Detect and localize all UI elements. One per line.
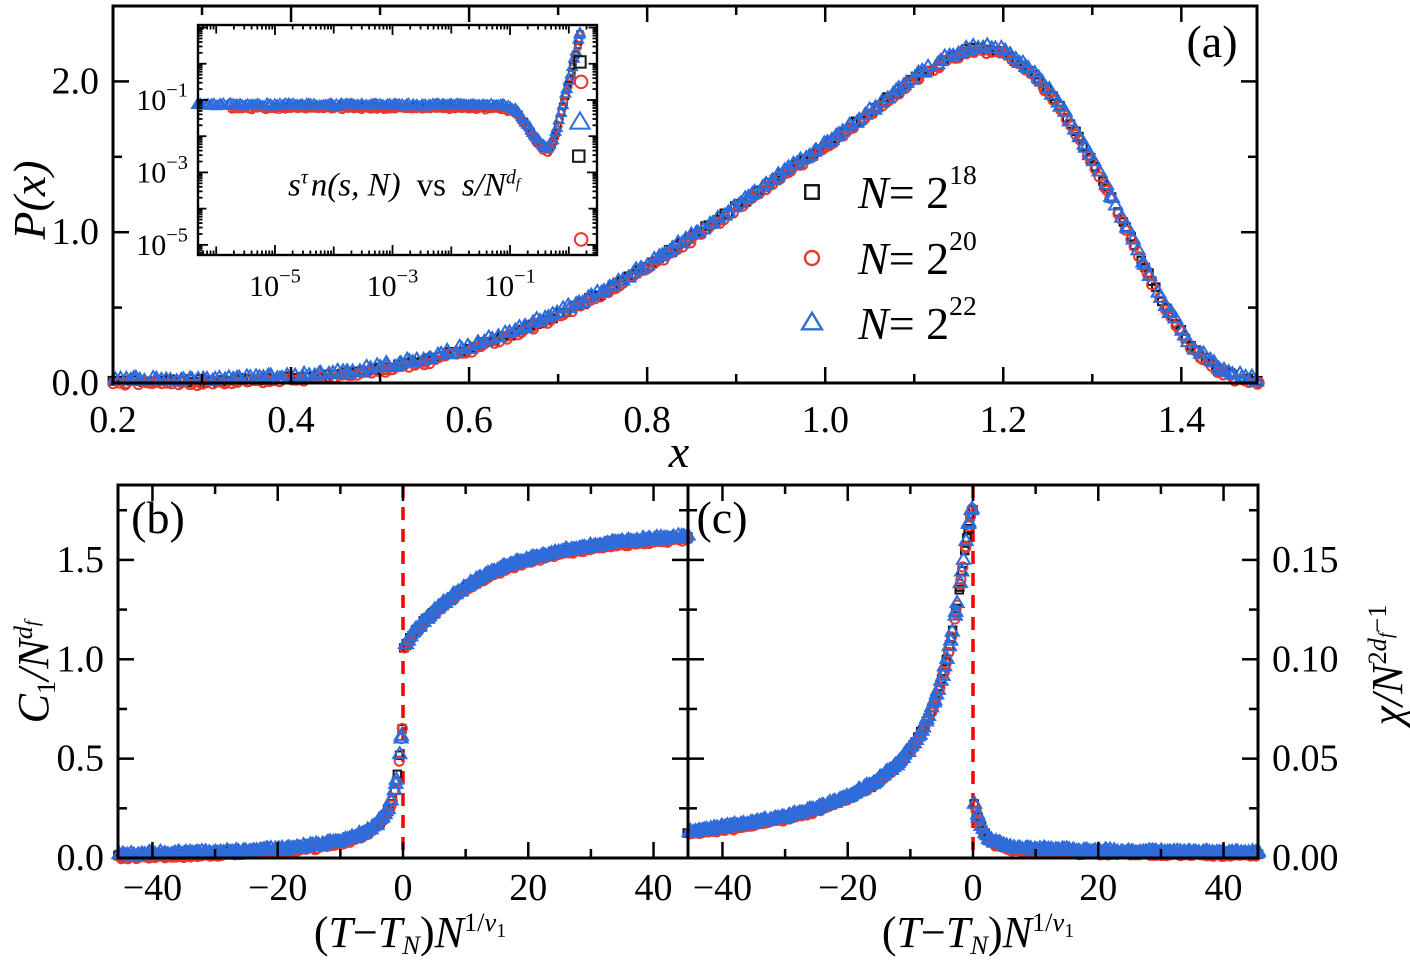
c-xlabel-minus: − xyxy=(921,908,946,957)
svg-text:1.0: 1.0 xyxy=(57,638,105,680)
legend-n18-N: N xyxy=(858,166,889,218)
b-xlabel-close: ) xyxy=(419,908,435,957)
b-xlabel-sub1: 1 xyxy=(496,920,507,943)
panel-a-letter: (a) xyxy=(1186,16,1238,67)
b-xlabel-minus: − xyxy=(353,908,378,957)
legend-item-n18: N = 2 18 xyxy=(858,158,977,224)
c-ylabel-d: d xyxy=(1361,638,1392,652)
c-xlabel-sub1: 1 xyxy=(1064,920,1075,943)
legend-n20-exp: 20 xyxy=(949,224,977,256)
c-ylabel-two: 2 xyxy=(1361,651,1392,665)
svg-text:−40: −40 xyxy=(693,867,752,909)
c-xlabel-subN: N xyxy=(970,930,988,961)
b-ylabel-C: C xyxy=(9,694,58,724)
inset-tau: τ xyxy=(300,166,308,189)
svg-text:40: 40 xyxy=(1205,867,1243,909)
c-xlabel-open: ( xyxy=(881,908,897,957)
b-ylabel-slashN: /N xyxy=(9,639,58,681)
svg-text:0.2: 0.2 xyxy=(89,399,137,441)
svg-text:1.2: 1.2 xyxy=(980,399,1028,441)
svg-text:0.00: 0.00 xyxy=(1272,837,1339,879)
svg-text:0.0: 0.0 xyxy=(57,837,105,879)
svg-text:2.0: 2.0 xyxy=(52,60,100,102)
legend-n18-exp: 18 xyxy=(949,158,977,190)
c-xlabel-T: T xyxy=(896,908,922,957)
c-ylabel-chi: χ xyxy=(1363,706,1410,726)
svg-text:10−3: 10−3 xyxy=(367,266,419,304)
c-xlabel-expnum: 1/ xyxy=(1031,906,1053,937)
c-ylabel-f: f xyxy=(1375,632,1398,639)
legend-n22-eq: = 2 xyxy=(888,297,950,349)
svg-text:0.8: 0.8 xyxy=(623,399,671,441)
svg-text:0: 0 xyxy=(964,867,983,909)
c-xlabel-N: N xyxy=(1002,908,1032,957)
svg-text:40: 40 xyxy=(635,867,673,909)
svg-text:0.6: 0.6 xyxy=(445,399,493,441)
b-xlabel-T: T xyxy=(328,908,354,957)
b-xlabel-N: N xyxy=(434,908,464,957)
panel-c-yaxis-label: χ/N2df−1 xyxy=(1362,605,1410,726)
svg-text:10−1: 10−1 xyxy=(484,266,536,304)
svg-text:0.4: 0.4 xyxy=(267,399,315,441)
inset-df-d: d xyxy=(505,166,516,189)
svg-text:0.05: 0.05 xyxy=(1272,738,1339,780)
svg-text:−20: −20 xyxy=(248,867,307,909)
c-ylabel-slashN: /N xyxy=(1363,664,1410,707)
legend-n20-N: N xyxy=(858,232,889,284)
b-xlabel-Tcal: T xyxy=(377,908,403,957)
svg-text:10−5: 10−5 xyxy=(249,266,301,304)
b-xlabel-open: ( xyxy=(313,908,329,957)
panel-b-yaxis-label: C1/Ndf xyxy=(8,620,62,724)
c-xlabel-close: ) xyxy=(987,908,1003,957)
legend-item-n22: N = 2 22 xyxy=(858,289,977,355)
svg-text:20: 20 xyxy=(509,867,547,909)
svg-text:−20: −20 xyxy=(818,867,877,909)
legend-n22-exp: 22 xyxy=(949,289,977,321)
c-ylabel-minus1: −1 xyxy=(1361,604,1392,633)
inset-s: s xyxy=(288,167,301,204)
svg-text:0.15: 0.15 xyxy=(1272,539,1339,581)
legend-item-n20: N = 2 20 xyxy=(858,224,977,290)
b-xlabel-expnum: 1/ xyxy=(463,906,485,937)
svg-text:1.0: 1.0 xyxy=(52,211,100,253)
legend-n20-eq: = 2 xyxy=(888,232,950,284)
b-ylabel-f: f xyxy=(21,620,44,627)
legend-n22-N: N xyxy=(858,297,889,349)
panel-b-letter: (b) xyxy=(131,492,185,543)
legend-n18-eq: = 2 xyxy=(888,166,950,218)
svg-text:1.0: 1.0 xyxy=(801,399,849,441)
svg-text:10−3: 10−3 xyxy=(136,152,188,190)
panel-a-yaxis-label: P(x) xyxy=(4,160,55,240)
panel-c-xaxis-label: (T−TN)N1/ν1 xyxy=(881,908,1075,958)
svg-text:−40: −40 xyxy=(123,867,182,909)
c-xlabel-Tcal: T xyxy=(945,908,971,957)
svg-text:20: 20 xyxy=(1079,867,1117,909)
svg-text:0: 0 xyxy=(394,867,413,909)
inset-df-f: f xyxy=(515,176,520,193)
svg-text:10−5: 10−5 xyxy=(136,224,188,262)
inset-nsn: n(s, N) xyxy=(310,167,401,204)
svg-text:0.0: 0.0 xyxy=(52,362,100,404)
svg-text:0.5: 0.5 xyxy=(57,738,105,780)
c-xlabel-nu: ν xyxy=(1052,906,1065,937)
b-xlabel-nu: ν xyxy=(484,906,497,937)
b-ylabel-d: d xyxy=(7,626,38,640)
panel-c-letter: (c) xyxy=(696,492,748,543)
inset-vs: vs xyxy=(416,167,446,204)
svg-text:0.10: 0.10 xyxy=(1272,638,1339,680)
inset-s-over-n: s/N xyxy=(461,167,506,204)
panel-b-xaxis-label: (T−TN)N1/ν1 xyxy=(313,908,507,958)
panel-a-xaxis-label: x xyxy=(668,426,690,477)
svg-text:1.5: 1.5 xyxy=(57,539,105,581)
b-ylabel-sub1: 1 xyxy=(31,680,62,695)
svg-text:10−1: 10−1 xyxy=(136,79,188,117)
svg-text:1.4: 1.4 xyxy=(1158,399,1206,441)
inset-formula: sτ n(s, N) vs s/Ndf xyxy=(288,167,520,204)
b-xlabel-subN: N xyxy=(402,930,420,961)
